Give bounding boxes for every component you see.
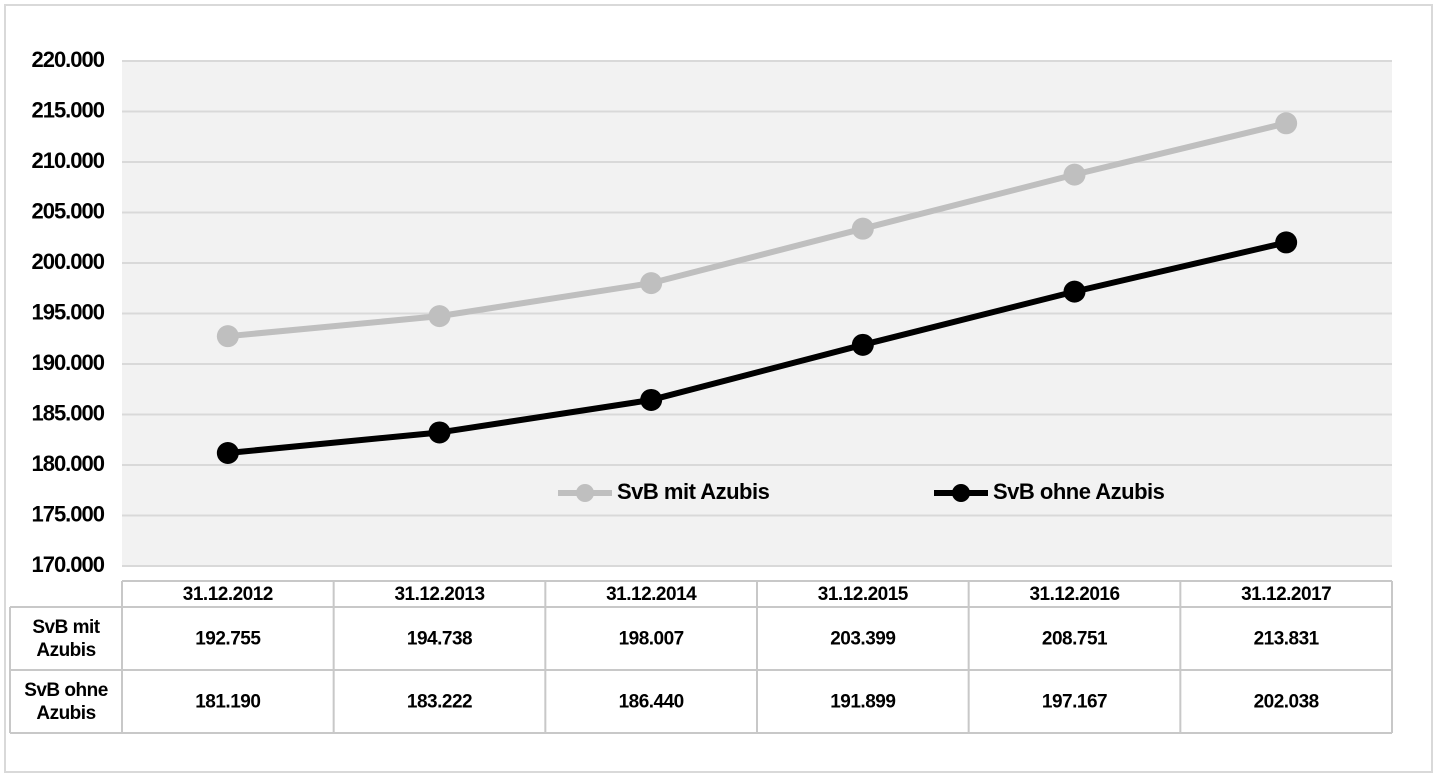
data-point bbox=[216, 325, 239, 348]
legend-label: SvB ohne Azubis bbox=[993, 479, 1165, 504]
x-tick-label: 31.12.2016 bbox=[1029, 584, 1119, 605]
data-point bbox=[640, 272, 663, 295]
legend-marker bbox=[952, 484, 970, 502]
legend-label: SvB mit Azubis bbox=[617, 479, 770, 504]
x-tick-label: 31.12.2017 bbox=[1241, 584, 1331, 605]
table-value: 186.440 bbox=[619, 692, 684, 713]
table-value: 183.222 bbox=[407, 692, 472, 713]
data-point bbox=[1275, 231, 1298, 254]
y-tick-label: 180.000 bbox=[31, 451, 104, 476]
table-value: 192.755 bbox=[195, 629, 261, 650]
series-line bbox=[227, 120, 1287, 340]
y-tick-label: 215.000 bbox=[31, 97, 104, 122]
data-point bbox=[851, 217, 874, 240]
table-value: 208.751 bbox=[1042, 629, 1108, 650]
data-point bbox=[428, 421, 451, 444]
table-value: 203.399 bbox=[830, 629, 895, 650]
data-point bbox=[1275, 112, 1298, 135]
y-tick-label: 185.000 bbox=[31, 400, 104, 425]
data-point bbox=[851, 333, 874, 356]
table-value: 191.899 bbox=[830, 692, 895, 713]
data-point bbox=[640, 388, 663, 411]
row-header-text: SvB ohne Azubis bbox=[24, 679, 108, 724]
y-tick-label: 195.000 bbox=[31, 299, 104, 324]
data-point bbox=[428, 305, 451, 328]
x-tick-label: 31.12.2012 bbox=[183, 584, 273, 605]
y-tick-label: 170.000 bbox=[31, 552, 104, 577]
y-tick-label: 190.000 bbox=[31, 350, 104, 375]
row-header: SvB mit Azubis bbox=[32, 616, 100, 661]
table-value: 198.007 bbox=[619, 629, 684, 650]
table-value: 202.038 bbox=[1254, 692, 1319, 713]
y-tick-label: 220.000 bbox=[31, 47, 104, 72]
table-value: 197.167 bbox=[1042, 692, 1107, 713]
x-tick-label: 31.12.2014 bbox=[606, 584, 697, 605]
row-header-text: SvB mit Azubis bbox=[32, 616, 100, 661]
y-tick-label: 175.000 bbox=[31, 501, 104, 526]
series-line bbox=[227, 239, 1287, 456]
data-point bbox=[216, 441, 239, 464]
legend-marker bbox=[576, 484, 594, 502]
data-point bbox=[1063, 163, 1086, 186]
x-tick-label: 31.12.2015 bbox=[818, 584, 909, 605]
x-tick-label: 31.12.2013 bbox=[394, 584, 484, 605]
table-value: 181.190 bbox=[195, 692, 260, 713]
y-tick-label: 205.000 bbox=[31, 198, 104, 223]
row-header: SvB ohne Azubis bbox=[24, 679, 108, 724]
table-value: 213.831 bbox=[1254, 629, 1320, 650]
table-value: 194.738 bbox=[407, 629, 472, 650]
data-point bbox=[1063, 280, 1086, 303]
y-tick-label: 200.000 bbox=[31, 249, 104, 274]
y-tick-label: 210.000 bbox=[31, 148, 104, 173]
